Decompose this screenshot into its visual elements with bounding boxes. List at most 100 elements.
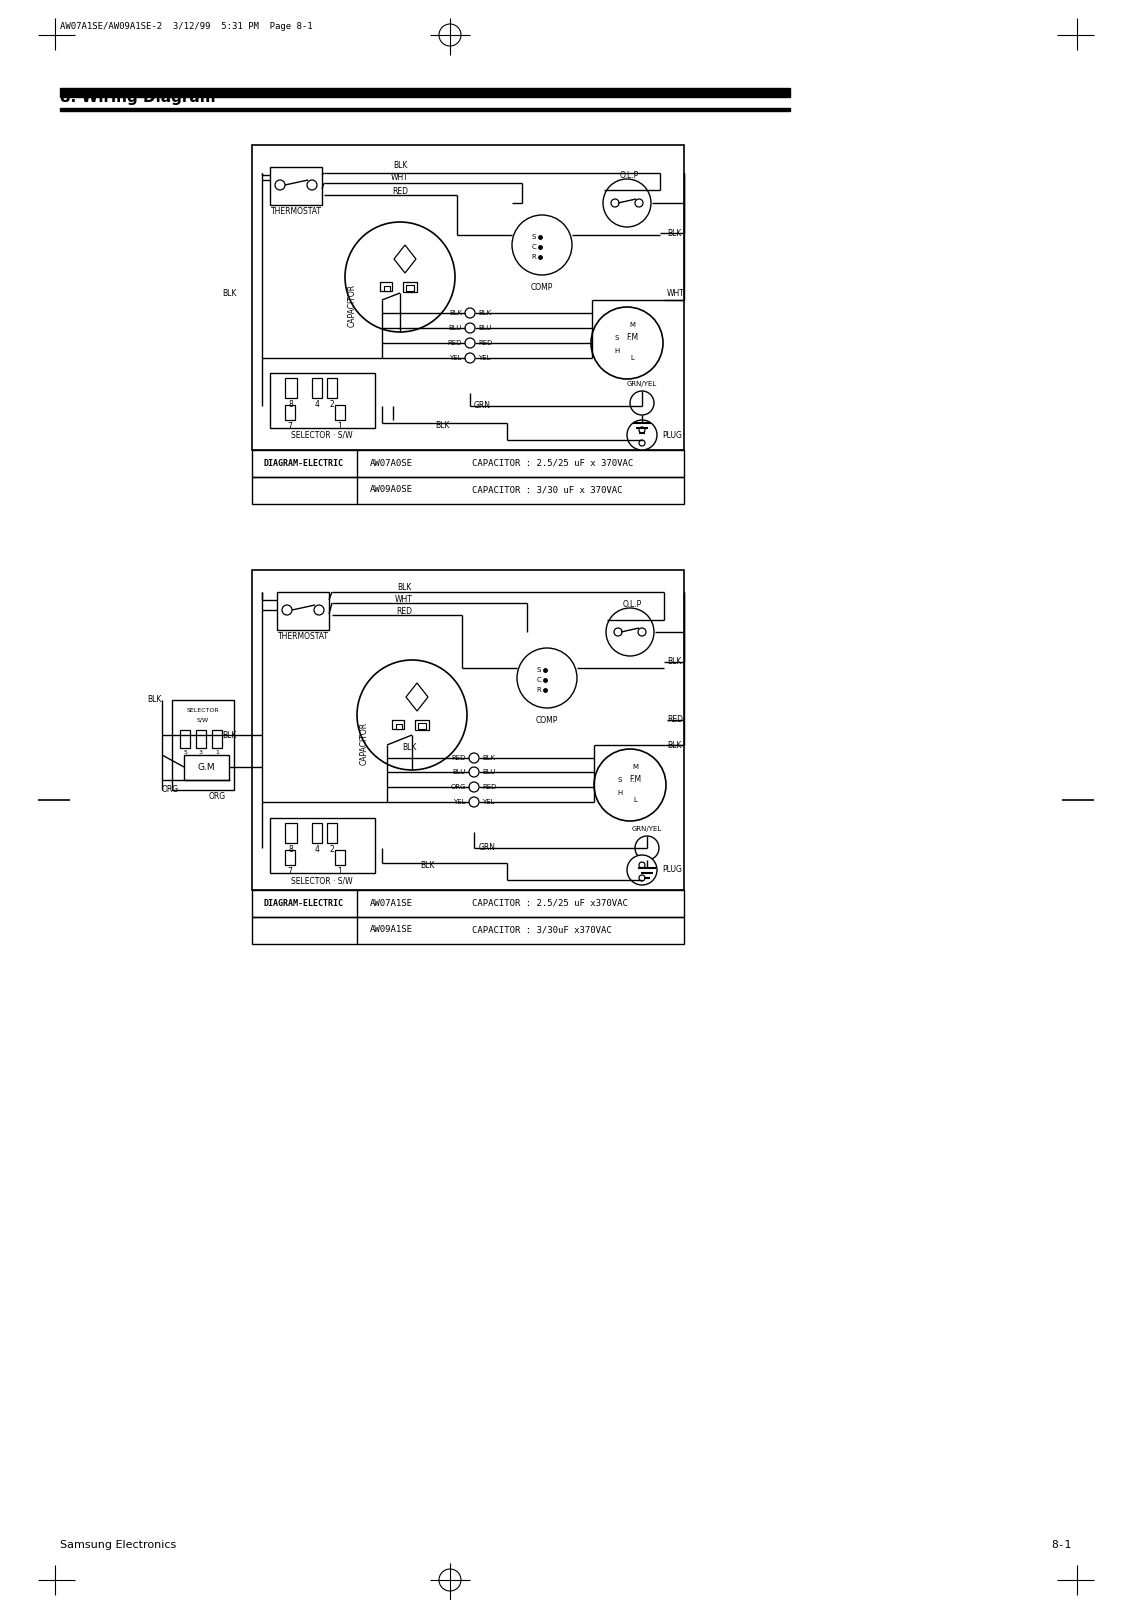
Bar — [271, 373, 375, 427]
Circle shape — [469, 797, 479, 806]
Bar — [60, 109, 790, 110]
Bar — [327, 378, 337, 398]
Bar — [252, 570, 684, 890]
Text: RED: RED — [667, 715, 683, 725]
Circle shape — [512, 214, 572, 275]
Text: WHT: WHT — [391, 173, 409, 182]
Bar — [252, 146, 684, 450]
Text: RED: RED — [392, 187, 408, 195]
Text: 5: 5 — [183, 750, 187, 755]
Text: 8: 8 — [289, 845, 293, 854]
Text: GRN/YEL: GRN/YEL — [632, 826, 662, 832]
Circle shape — [282, 605, 292, 614]
Text: ORG: ORG — [208, 792, 225, 802]
Bar — [335, 405, 345, 419]
Circle shape — [591, 307, 663, 379]
Text: BLK: BLK — [420, 861, 435, 870]
Text: AW07A1SE/AW09A1SE-2  3/12/99  5:31 PM  Page 8-1: AW07A1SE/AW09A1SE-2 3/12/99 5:31 PM Page… — [60, 22, 312, 30]
Circle shape — [465, 338, 475, 349]
Text: DIAGRAM-ELECTRIC: DIAGRAM-ELECTRIC — [264, 899, 344, 907]
Text: Samsung Electronics: Samsung Electronics — [60, 1539, 177, 1550]
Text: 3: 3 — [199, 750, 203, 755]
Bar — [384, 286, 391, 291]
Text: AW09A0SE: AW09A0SE — [370, 485, 413, 494]
Bar — [212, 730, 222, 749]
Text: GRN/YEL: GRN/YEL — [627, 381, 657, 387]
Text: 4: 4 — [315, 400, 319, 410]
Bar — [180, 730, 190, 749]
Text: CAPACITOR : 3/30uF x370VAC: CAPACITOR : 3/30uF x370VAC — [472, 925, 611, 934]
Text: PLUG: PLUG — [662, 866, 681, 875]
Text: S: S — [537, 667, 541, 674]
Bar — [252, 917, 684, 944]
Text: F.M: F.M — [629, 776, 641, 784]
Text: O.L.P: O.L.P — [619, 171, 638, 179]
Text: G.M: G.M — [197, 763, 215, 771]
Text: C: C — [537, 677, 541, 683]
Bar — [196, 730, 206, 749]
Circle shape — [275, 179, 285, 190]
Circle shape — [517, 648, 577, 707]
Circle shape — [465, 354, 475, 363]
Text: 7: 7 — [288, 422, 292, 430]
Bar — [285, 822, 297, 843]
Circle shape — [638, 875, 645, 882]
Text: S/W: S/W — [197, 718, 209, 723]
Text: BLK: BLK — [667, 229, 681, 237]
Text: 7: 7 — [288, 867, 292, 877]
Circle shape — [606, 608, 654, 656]
Text: WHT: WHT — [667, 288, 685, 298]
Bar — [403, 282, 417, 291]
Bar — [285, 378, 297, 398]
Text: 8-1: 8-1 — [1052, 1539, 1072, 1550]
Text: BLU: BLU — [448, 325, 462, 331]
Text: YEL: YEL — [478, 355, 490, 362]
Text: BLK: BLK — [449, 310, 462, 317]
Circle shape — [627, 854, 657, 885]
Bar — [252, 890, 684, 917]
Circle shape — [345, 222, 455, 333]
Text: YEL: YEL — [482, 798, 495, 805]
Text: BLK: BLK — [667, 658, 681, 667]
Text: BLU: BLU — [453, 770, 466, 774]
Circle shape — [357, 659, 468, 770]
Circle shape — [638, 862, 645, 867]
Bar — [396, 723, 402, 730]
Bar — [335, 850, 345, 866]
Text: 1: 1 — [215, 750, 218, 755]
Bar — [185, 755, 229, 781]
Text: YEL: YEL — [454, 798, 466, 805]
Text: SELECTOR · S/W: SELECTOR · S/W — [291, 877, 353, 885]
Text: PLUG: PLUG — [662, 430, 681, 440]
Circle shape — [603, 179, 651, 227]
Circle shape — [465, 307, 475, 318]
Bar — [285, 405, 295, 419]
Text: H: H — [615, 349, 619, 354]
Text: 2: 2 — [329, 400, 334, 410]
Text: 1: 1 — [337, 422, 342, 430]
Text: RED: RED — [396, 608, 412, 616]
Circle shape — [469, 766, 479, 778]
Text: THERMOSTAT: THERMOSTAT — [277, 632, 328, 642]
Text: CAPACITOR : 3/30 uF x 370VAC: CAPACITOR : 3/30 uF x 370VAC — [472, 485, 623, 494]
Text: GRN: GRN — [473, 402, 490, 411]
Text: AW07A1SE: AW07A1SE — [370, 899, 413, 907]
Text: 1: 1 — [337, 867, 342, 877]
Circle shape — [638, 440, 645, 446]
Text: SELECTOR · S/W: SELECTOR · S/W — [291, 430, 353, 440]
Text: BLK: BLK — [397, 584, 411, 592]
Text: BLK: BLK — [667, 741, 681, 749]
Circle shape — [635, 198, 643, 206]
Bar — [172, 701, 234, 790]
Text: CAPACITOR : 2.5/25 uF x370VAC: CAPACITOR : 2.5/25 uF x370VAC — [472, 899, 628, 907]
Text: BLK: BLK — [482, 755, 495, 762]
Text: COMP: COMP — [531, 283, 554, 291]
Bar — [271, 166, 321, 205]
Bar — [285, 850, 295, 866]
Bar — [380, 282, 392, 291]
Bar — [312, 378, 321, 398]
Circle shape — [469, 782, 479, 792]
Bar — [252, 477, 684, 504]
Text: C: C — [532, 243, 537, 250]
Text: R: R — [532, 254, 537, 259]
